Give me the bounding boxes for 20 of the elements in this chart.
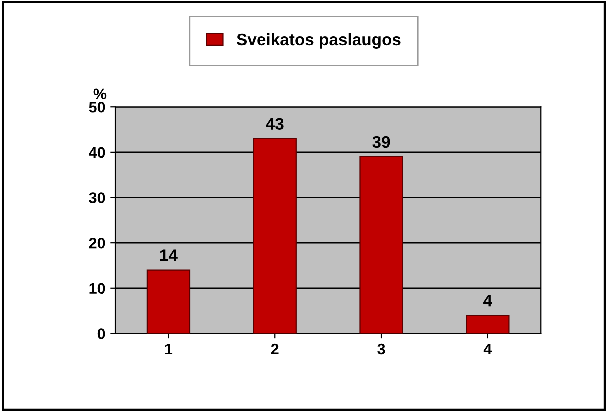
x-tick-label: 1 [165, 344, 173, 355]
y-tick-label: 10 [90, 283, 106, 294]
y-tick-label: 40 [89, 147, 106, 158]
data-label: 43 [266, 118, 284, 130]
bar [360, 156, 404, 334]
x-tick-label: 4 [484, 344, 492, 355]
bar [146, 270, 191, 334]
x-tick-label: 3 [378, 344, 386, 355]
y-tick-label: 20 [89, 238, 106, 249]
x-tick-label: 2 [271, 344, 279, 355]
data-label: 39 [372, 136, 390, 148]
y-tick-label: 30 [89, 192, 106, 204]
data-label: 14 [160, 250, 178, 262]
legend-label: Sveikatos paslaugos [237, 33, 401, 50]
bar [466, 315, 510, 334]
y-tick-label: 0 [98, 328, 106, 340]
bar [253, 138, 297, 334]
y-axis-title: % [94, 88, 107, 100]
data-label: 4 [484, 295, 492, 307]
y-tick-label: 50 [89, 102, 106, 113]
